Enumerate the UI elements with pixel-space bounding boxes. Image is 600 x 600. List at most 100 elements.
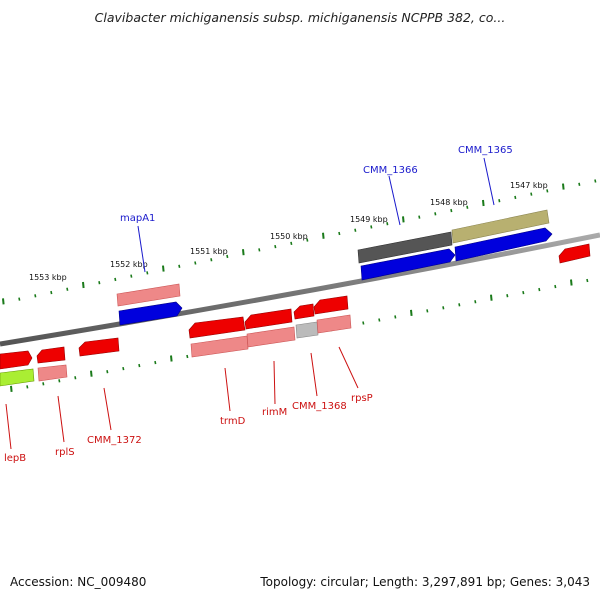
upper-gene-track <box>116 209 591 326</box>
minor-tick <box>386 222 389 226</box>
minor-tick <box>106 370 109 374</box>
minor-tick <box>538 287 541 292</box>
gene-label-trmD[interactable]: trmD <box>220 416 246 427</box>
minor-tick <box>578 182 581 186</box>
minor-tick <box>210 258 213 262</box>
topology-text: Topology: circular; Length: 3,297,891 bp… <box>260 575 590 589</box>
lower-labels: lepB rplS CMM_1372 trmD rimM CMM_1368 rp… <box>4 393 373 464</box>
major-tick <box>570 279 573 286</box>
major-tick <box>242 249 245 256</box>
minor-tick <box>522 290 525 295</box>
gene-lepB-lime[interactable] <box>0 368 35 387</box>
minor-tick <box>122 366 125 371</box>
lower-label-leaders <box>5 346 359 450</box>
gene-red-right[interactable] <box>558 243 591 264</box>
minor-tick <box>506 294 509 298</box>
gene-label-CMM_1365[interactable]: CMM_1365 <box>458 145 513 156</box>
major-tick <box>90 370 93 377</box>
gene-CMM_1366-gray[interactable] <box>357 231 453 264</box>
minor-tick <box>370 225 373 229</box>
minor-tick <box>146 271 149 275</box>
minor-tick <box>258 248 261 252</box>
scale-label: 1552 kbp <box>110 260 148 269</box>
minor-tick <box>74 376 77 380</box>
minor-tick <box>338 231 341 236</box>
lower-gene-track <box>0 295 352 387</box>
gene-label-CMM_1366[interactable]: CMM_1366 <box>363 165 418 176</box>
gene-label-lepB[interactable]: lepB <box>4 453 26 464</box>
minor-tick <box>458 303 461 307</box>
gene-rplS-pink[interactable] <box>37 364 68 382</box>
minor-tick <box>498 199 501 203</box>
minor-tick <box>466 205 469 209</box>
gene-CMM_1372-red[interactable] <box>78 337 120 357</box>
major-tick <box>82 281 85 289</box>
minor-tick <box>546 189 549 193</box>
minor-tick <box>194 261 197 265</box>
minor-tick <box>586 278 589 283</box>
minor-tick <box>426 309 429 313</box>
minor-tick <box>26 385 29 389</box>
gene-label-rplS[interactable]: rplS <box>55 447 75 458</box>
gene-mapA1-blue[interactable] <box>118 301 183 326</box>
minor-tick <box>474 300 477 304</box>
minor-tick <box>226 254 229 259</box>
minor-tick <box>306 238 309 242</box>
minor-tick <box>554 284 557 289</box>
gene-trmD-pink[interactable] <box>190 335 249 358</box>
minor-tick <box>594 179 597 183</box>
gene-rimM-pink[interactable] <box>246 326 296 348</box>
scale-label: 1553 kbp <box>29 273 67 282</box>
upper-labels: mapA1 CMM_1366 CMM_1365 <box>120 145 513 224</box>
major-tick <box>170 355 173 362</box>
gene-label-rpsP[interactable]: rpsP <box>351 393 373 404</box>
outer-tick-track <box>2 179 597 305</box>
gene-rpsP-pink[interactable] <box>316 314 352 334</box>
minor-tick <box>98 281 101 285</box>
minor-tick <box>450 208 453 213</box>
gene-CMM_1368-red[interactable] <box>293 303 315 320</box>
gene-lepB-red[interactable] <box>0 350 33 370</box>
gene-CMM_1365-olive[interactable] <box>451 209 550 244</box>
gene-label-CMM_1368[interactable]: CMM_1368 <box>292 401 347 412</box>
major-tick <box>482 199 485 207</box>
minor-tick <box>186 354 189 359</box>
minor-tick <box>114 277 117 282</box>
scale-label: 1548 kbp <box>430 198 468 207</box>
gene-label-CMM_1372[interactable]: CMM_1372 <box>87 435 142 446</box>
gene-label-mapA1[interactable]: mapA1 <box>120 213 155 224</box>
gene-rplS-red[interactable] <box>36 346 66 364</box>
minor-tick <box>42 382 45 386</box>
genome-backbone <box>0 232 600 347</box>
gene-mapA1-pink[interactable] <box>116 283 181 307</box>
major-tick <box>410 309 413 317</box>
major-tick <box>562 183 565 190</box>
minor-tick <box>274 244 277 249</box>
minor-tick <box>362 321 365 325</box>
major-tick <box>162 265 165 272</box>
minor-tick <box>394 315 397 319</box>
minor-tick <box>34 294 37 298</box>
map-title: Clavibacter michiganensis subsp. michiga… <box>94 10 506 25</box>
minor-tick <box>58 379 61 383</box>
minor-tick <box>18 297 21 301</box>
gene-CMM_1366-blue[interactable] <box>360 248 456 281</box>
gene-CMM_1368-gray[interactable] <box>295 321 319 339</box>
gene-trmD-red[interactable] <box>188 316 246 339</box>
gene-rimM-red[interactable] <box>244 308 293 330</box>
minor-tick <box>138 363 141 368</box>
gene-CMM_1365-blue[interactable] <box>454 227 553 262</box>
accession-text: Accession: NC_009480 <box>10 575 147 589</box>
minor-tick <box>66 287 69 291</box>
scale-label: 1551 kbp <box>190 247 228 256</box>
upper-label-leaders <box>137 157 495 273</box>
minor-tick <box>418 215 421 219</box>
gene-rpsP-red[interactable] <box>313 295 349 315</box>
minor-tick <box>514 195 517 200</box>
scale-label: 1547 kbp <box>510 181 548 190</box>
minor-tick <box>154 360 157 365</box>
major-tick <box>402 216 405 223</box>
gene-label-rimM[interactable]: rimM <box>262 407 287 418</box>
minor-tick <box>178 264 181 268</box>
